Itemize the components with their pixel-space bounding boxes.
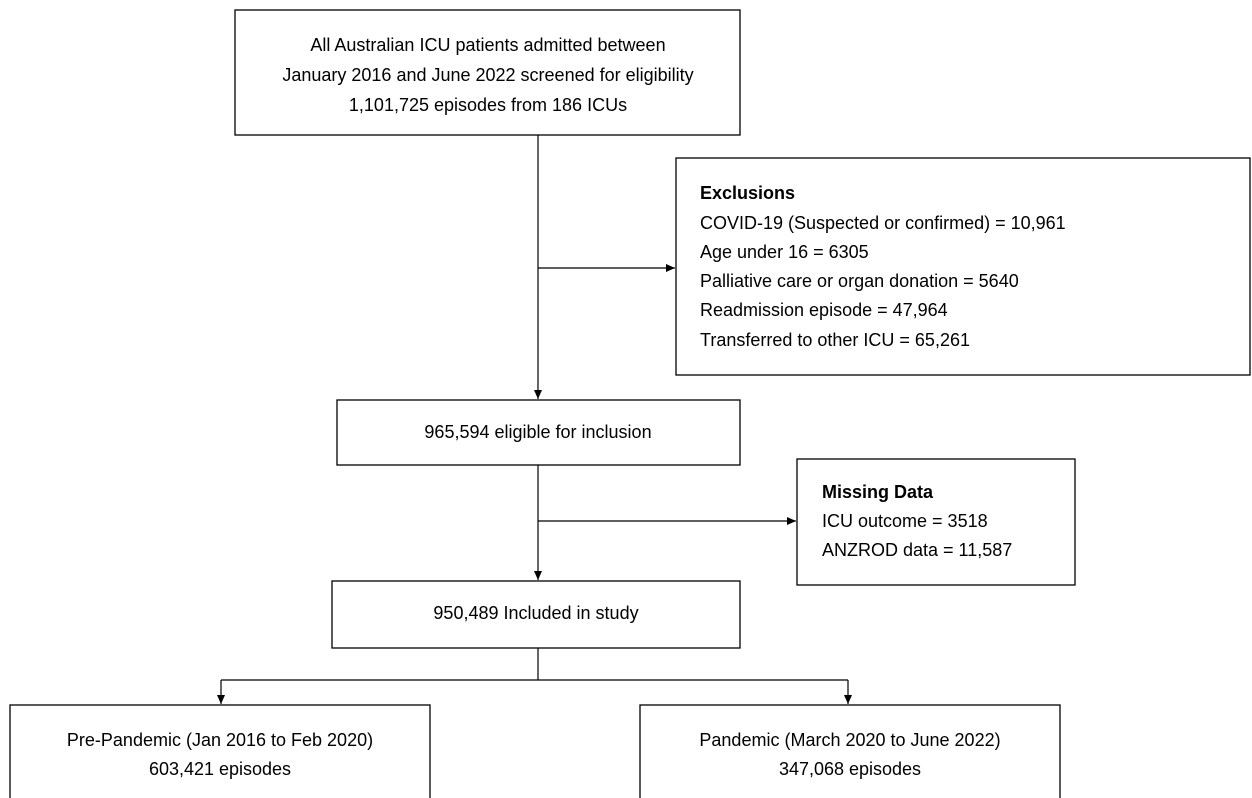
box bbox=[9, 704, 431, 798]
box-title: Exclusions bbox=[700, 183, 795, 203]
box-text: 347,068 episodes bbox=[779, 759, 921, 779]
box-text: 603,421 episodes bbox=[149, 759, 291, 779]
box-text: 965,594 eligible for inclusion bbox=[424, 422, 651, 442]
box bbox=[796, 458, 1076, 586]
box bbox=[234, 9, 741, 136]
box-text: January 2016 and June 2022 screened for … bbox=[282, 65, 693, 85]
box-text: Pandemic (March 2020 to June 2022) bbox=[699, 730, 1000, 750]
box bbox=[336, 399, 741, 466]
box-text: ICU outcome = 3518 bbox=[822, 511, 988, 531]
box-text: All Australian ICU patients admitted bet… bbox=[310, 35, 665, 55]
box-text: Transferred to other ICU = 65,261 bbox=[700, 330, 970, 350]
box-text: COVID-19 (Suspected or confirmed) = 10,9… bbox=[700, 213, 1066, 233]
box-text: Readmission episode = 47,964 bbox=[700, 300, 948, 320]
box-text: 950,489 Included in study bbox=[433, 603, 638, 623]
box-text: Age under 16 = 6305 bbox=[700, 242, 869, 262]
box-text: Pre-Pandemic (Jan 2016 to Feb 2020) bbox=[67, 730, 373, 750]
box-title: Missing Data bbox=[822, 482, 934, 502]
box-text: ANZROD data = 11,587 bbox=[822, 540, 1012, 560]
box bbox=[639, 704, 1061, 798]
box bbox=[331, 580, 741, 649]
box-text: Palliative care or organ donation = 5640 bbox=[700, 271, 1019, 291]
box bbox=[675, 157, 1251, 376]
box-text: 1,101,725 episodes from 186 ICUs bbox=[349, 95, 627, 115]
